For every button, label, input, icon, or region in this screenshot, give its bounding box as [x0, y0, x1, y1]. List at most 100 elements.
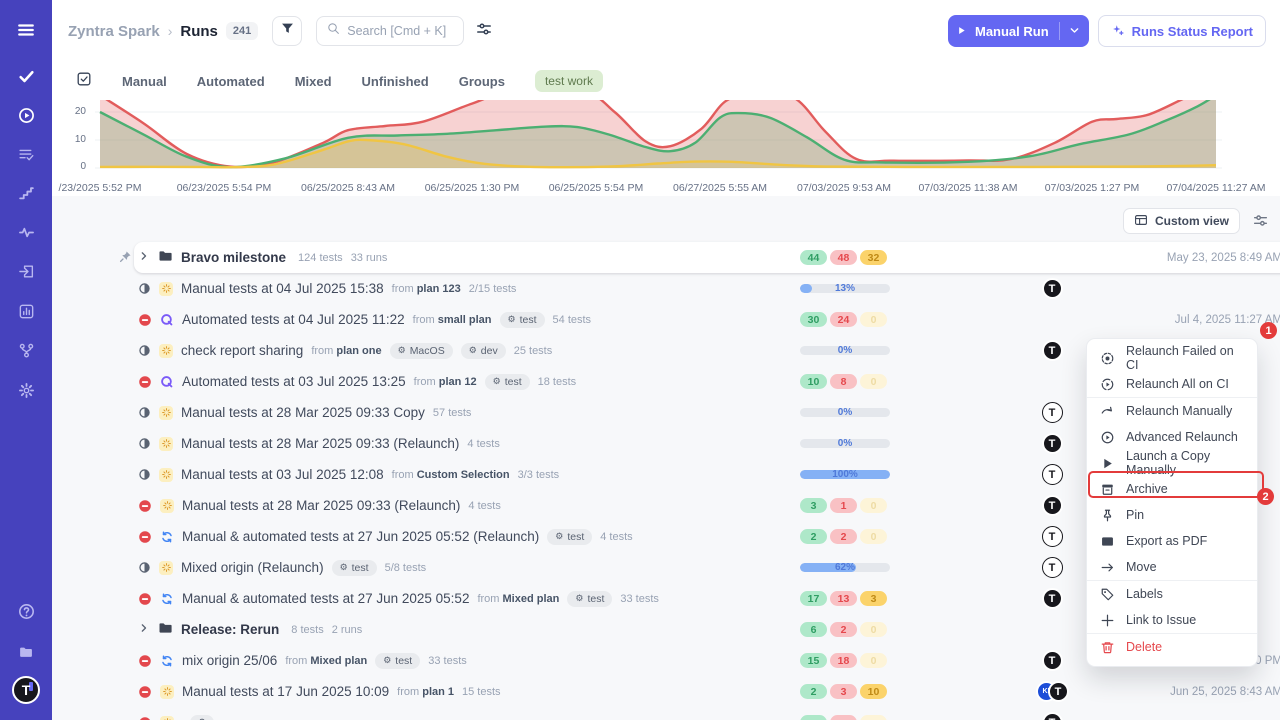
menu-item-relaunch-failed-on-ci[interactable]: Relaunch Failed on CI [1087, 344, 1257, 372]
run-title[interactable]: Manual tests at 03 Jul 2025 12:08 [181, 467, 384, 482]
sidebar-item-list-check[interactable] [0, 146, 52, 168]
avatar[interactable]: T [1041, 650, 1063, 671]
run-title[interactable]: Mixed origin (Relaunch) [181, 560, 324, 575]
sidebar-item-import[interactable] [0, 263, 52, 285]
menu-item-export-as-pdf[interactable]: PDF Export as PDF [1087, 528, 1257, 554]
run-title[interactable]: Manual tests at 17 Jun 2025 10:09 [182, 684, 390, 699]
tab-manual[interactable]: Manual [122, 73, 167, 89]
select-runs-icon[interactable] [76, 71, 92, 92]
menu-item-pin[interactable]: Pin [1087, 502, 1257, 528]
run-title[interactable]: Manual tests at 28 Mar 2025 09:33 (Relau… [181, 436, 460, 451]
sidebar-item-hamburger[interactable] [0, 21, 52, 44]
sidebar-item-branch[interactable] [0, 342, 52, 364]
run-row[interactable]: Manual & automated tests at 27 Jun 2025 … [134, 521, 1280, 552]
sidebar-item-play-circle[interactable] [0, 107, 52, 129]
run-title[interactable]: Automated tests at 04 Jul 2025 11:22 [182, 312, 405, 327]
run-row[interactable]: Automated tests at 03 Jul 2025 13:25 from… [134, 366, 1280, 397]
sidebar-item-chart-box[interactable] [0, 303, 52, 325]
search-input[interactable] [347, 24, 454, 38]
sidebar-item-gear[interactable] [0, 382, 52, 404]
group-row[interactable]: Release: Rerun 8 tests 2 runs 6 2 0 [134, 614, 1280, 645]
avatar[interactable]: T [1041, 712, 1063, 720]
environment-tag[interactable]: ⚙ test [547, 528, 593, 545]
tab-automated[interactable]: Automated [196, 73, 265, 89]
run-row[interactable]: Manual tests at 03 Jul 2025 12:08 from Cu… [134, 459, 1280, 490]
manual-run-dropdown[interactable] [1060, 24, 1089, 39]
run-row[interactable]: Mixed origin (Relaunch) ⚙ test 5/8 tests 62%… [134, 552, 1280, 583]
menu-item-move[interactable]: Move [1087, 554, 1257, 580]
run-title[interactable]: check report sharing [181, 343, 304, 358]
run-row[interactable]: Manual tests at 28 Mar 2025 09:33 (Relau… [134, 490, 1280, 521]
sidebar-item-folders[interactable] [0, 643, 52, 665]
run-title[interactable]: Automated tests at 03 Jul 2025 13:25 [182, 374, 406, 389]
avatar[interactable]: T [1041, 557, 1063, 578]
avatar[interactable]: T [1041, 464, 1063, 485]
group-title[interactable]: Bravo milestone [181, 250, 287, 265]
run-row[interactable]: Manual tests at 04 Jul 2025 15:38 from pl… [134, 273, 1280, 304]
group-row[interactable]: Bravo milestone 124 tests 33 runs 44 48 32 May… [119, 242, 1280, 273]
breadcrumb-project[interactable]: Zyntra Spark [68, 22, 160, 40]
sidebar-item-help[interactable] [0, 603, 52, 625]
view-settings-icon[interactable] [1253, 213, 1268, 233]
run-row[interactable]: Manual & automated tests at 27 Jun 2025 … [134, 583, 1280, 614]
run-row[interactable]: Manual tests at 17 Jun 2025 10:09 from pl… [134, 676, 1280, 707]
row-lead: Manual tests at 17 Jun 2025 10:09 from pl… [138, 684, 800, 699]
manual-run-button[interactable]: Manual Run [947, 15, 1089, 47]
run-title[interactable]: mix origin 25/06 [182, 653, 278, 668]
environment-tag[interactable]: ⚙ [190, 715, 215, 720]
run-title[interactable]: Manual & automated tests at 27 Jun 2025 … [182, 591, 470, 606]
menu-item-launch-a-copy-manually[interactable]: Launch a Copy Manually [1087, 449, 1257, 477]
archive-icon [1100, 482, 1115, 497]
run-row[interactable]: check report sharing from plan one ⚙ MacOS ⚙… [134, 335, 1280, 366]
search-settings-icon[interactable] [476, 21, 492, 42]
avatar[interactable]: T [1041, 340, 1063, 361]
avatar[interactable]: T [1041, 433, 1063, 454]
search-box[interactable] [316, 16, 465, 46]
avatar[interactable]: T [1041, 526, 1063, 547]
avatar[interactable]: T [1041, 495, 1063, 516]
menu-item-archive[interactable]: Archive [1087, 476, 1257, 502]
run-row[interactable]: Manual tests at 28 Mar 2025 09:33 (Relau… [134, 428, 1280, 459]
sidebar-item-steps[interactable] [0, 185, 52, 207]
run-row[interactable]: Automated tests at 04 Jul 2025 11:22 from… [134, 304, 1280, 335]
expand-chevron-icon[interactable] [138, 249, 150, 267]
menu-item-labels[interactable]: Labels [1087, 581, 1257, 607]
avatar[interactable]: T [1041, 588, 1063, 609]
environment-tag[interactable]: ⚙ test [375, 652, 421, 669]
manual-run-icon [159, 405, 173, 420]
run-title[interactable]: Manual & automated tests at 27 Jun 2025 … [182, 529, 540, 544]
menu-item-advanced-relaunch[interactable]: Advanced Relaunch [1087, 424, 1257, 450]
avatar[interactable]: T [1041, 402, 1063, 423]
environment-tag[interactable]: ⚙ test [331, 559, 377, 576]
sidebar-item-pulse[interactable] [0, 224, 52, 246]
menu-item-relaunch-all-on-ci[interactable]: Relaunch All on CI [1087, 371, 1257, 397]
runs-status-report-button[interactable]: Runs Status Report [1097, 15, 1266, 47]
avatar[interactable]: T [1047, 681, 1069, 702]
folder-icon [158, 248, 173, 268]
tab-unfinished[interactable]: Unfinished [361, 73, 429, 89]
run-title[interactable]: Manual tests at 04 Jul 2025 15:38 [181, 281, 384, 296]
group-title[interactable]: Release: Rerun [181, 622, 280, 637]
environment-tag[interactable]: ⚙ test [484, 373, 530, 390]
environment-tag[interactable]: ⚙ MacOS [389, 342, 453, 359]
filter-button[interactable] [272, 16, 303, 46]
menu-item-link-to-issue[interactable]: Link to Issue [1087, 607, 1257, 633]
tab-groups[interactable]: Groups [458, 73, 505, 89]
environment-tag[interactable]: ⚙ test [567, 590, 613, 607]
tab-mixed[interactable]: Mixed [294, 73, 332, 89]
avatar[interactable]: T [1041, 278, 1063, 299]
menu-item-relaunch-manually[interactable]: Relaunch Manually [1087, 398, 1257, 424]
run-row[interactable]: ⚙T [134, 707, 1280, 720]
menu-item-delete[interactable]: Delete [1087, 634, 1257, 660]
environment-tag[interactable]: ⚙ test [499, 311, 545, 328]
sidebar-item-check[interactable] [0, 68, 52, 90]
environment-tag[interactable]: ⚙ dev [460, 342, 506, 359]
run-title[interactable]: Manual tests at 28 Mar 2025 09:33 (Relau… [182, 498, 461, 513]
active-filter-tag[interactable]: test work [534, 70, 603, 92]
custom-view-button[interactable]: Custom view [1122, 208, 1240, 234]
run-title[interactable]: Manual tests at 28 Mar 2025 09:33 Copy [181, 405, 425, 420]
expand-chevron-icon[interactable] [138, 621, 150, 639]
run-row[interactable]: Manual tests at 28 Mar 2025 09:33 Copy 57… [134, 397, 1280, 428]
sidebar-user-avatar[interactable]: T [12, 676, 40, 704]
